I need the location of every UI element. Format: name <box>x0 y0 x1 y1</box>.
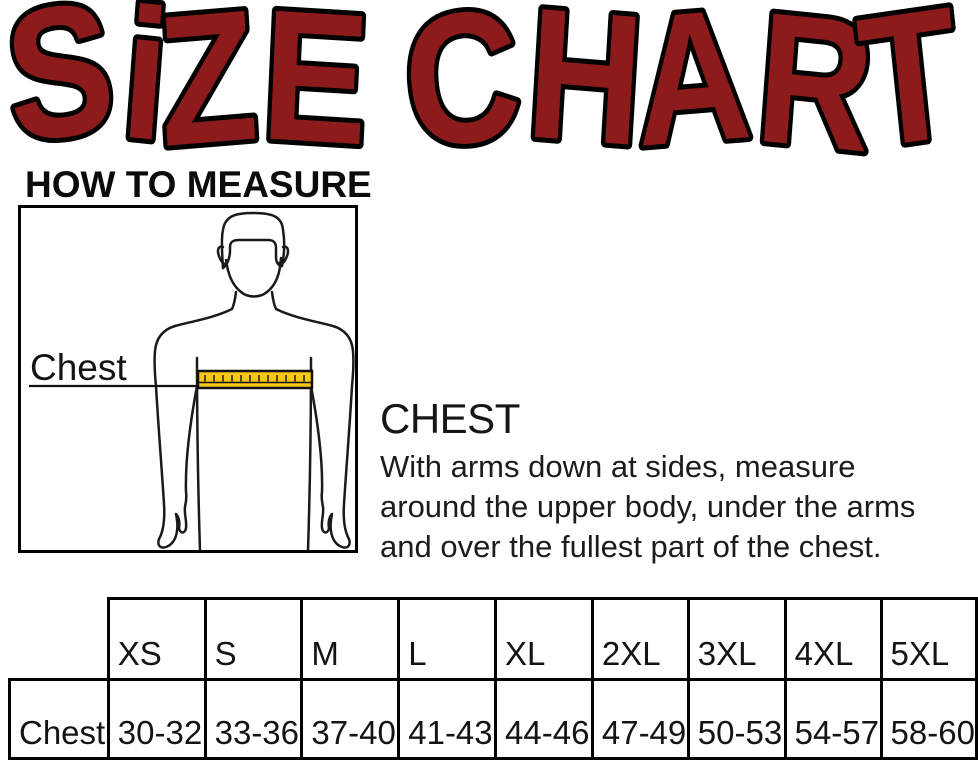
figure-hairline <box>221 238 284 270</box>
chest-measurements-row: Chest 30-32 33-36 37-40 41-43 44-46 47-4… <box>8 678 978 760</box>
male-torso-figure: Chest <box>29 211 355 552</box>
chest-range-cell-4xl: 54-57 <box>783 678 883 760</box>
chest-range-cell-3xl: 50-53 <box>686 678 787 760</box>
table-corner-blank <box>10 599 109 680</box>
measurement-figure-box: Chest <box>18 205 358 553</box>
chest-range-cell-s: 33-36 <box>203 678 304 760</box>
size-header-cell-3xl: 3XL <box>686 597 787 681</box>
figure-left-ear <box>216 245 229 266</box>
how-to-measure-heading: HOW TO MEASURE <box>25 164 372 205</box>
figure-left-arm <box>153 290 238 549</box>
row-label-cell: Chest <box>8 678 110 760</box>
size-chart-title-art: SiZE CHART <box>0 0 974 164</box>
chest-range-cell-xl: 44-46 <box>494 678 594 760</box>
chest-description-line: and over the fullest part of the chest. <box>380 529 882 564</box>
figure-chest-label: Chest <box>30 347 127 388</box>
size-header-row: XS S M L XL 2XL 3XL 4XL 5XL <box>10 597 978 681</box>
figure-face <box>224 256 283 298</box>
size-header-cell-4xl: 4XL <box>783 597 883 681</box>
figure-hair <box>220 211 286 270</box>
size-header-cell-2xl: 2XL <box>590 597 690 681</box>
size-header-cell-m: M <box>300 597 401 681</box>
page-title: SiZE CHART <box>0 0 969 164</box>
measuring-tape <box>196 369 314 390</box>
size-header-cell-xl: XL <box>494 597 594 681</box>
chest-description-line: With arms down at sides, measure <box>380 449 856 484</box>
size-chart-table: XS S M L XL 2XL 3XL 4XL 5XL Chest 30-32 … <box>8 597 978 760</box>
chest-range-cell-5xl: 58-60 <box>879 678 978 760</box>
size-header-cell-l: L <box>397 597 498 681</box>
chest-range-cell-2xl: 47-49 <box>590 678 690 760</box>
size-header-cell-s: S <box>203 597 304 681</box>
figure-right-arm <box>270 290 355 549</box>
chest-range-cell-m: 37-40 <box>300 678 401 760</box>
size-header-cell-xs: XS <box>106 597 207 681</box>
chest-range-cell-xs: 30-32 <box>106 678 207 760</box>
chest-description-line: around the upper body, under the arms <box>380 489 916 524</box>
chest-range-cell-l: 41-43 <box>397 678 498 760</box>
chest-section-heading: CHEST <box>380 395 520 442</box>
measuring-tape-band <box>196 369 314 390</box>
size-header-cell-5xl: 5XL <box>879 597 978 681</box>
chest-section-description: With arms down at sides, measure around … <box>380 447 915 567</box>
tape-tick-marks <box>204 375 305 382</box>
